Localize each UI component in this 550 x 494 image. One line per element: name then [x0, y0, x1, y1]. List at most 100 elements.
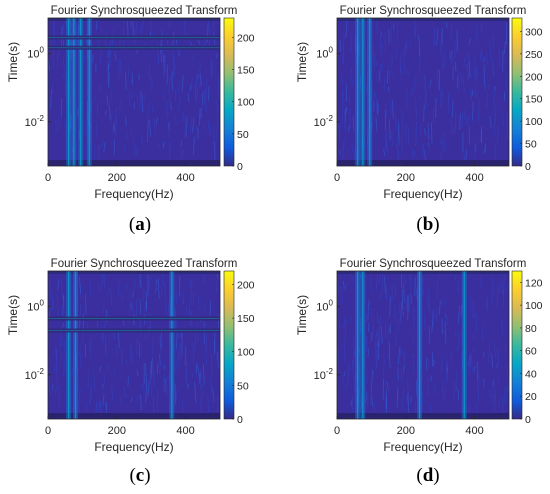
heatmap-texture	[121, 294, 124, 302]
heatmap-texture	[181, 299, 184, 305]
heatmap-texture	[489, 116, 492, 128]
heatmap-texture	[185, 362, 188, 372]
heatmap-texture	[193, 136, 195, 155]
heatmap-texture	[210, 378, 213, 392]
x-tick-label: 200	[108, 172, 126, 184]
heatmap-texture	[441, 87, 444, 105]
heatmap-texture	[412, 334, 415, 345]
heatmap-texture	[368, 300, 371, 305]
heatmap-texture	[347, 124, 350, 133]
heatmap-texture	[453, 125, 455, 135]
heatmap-texture	[158, 143, 161, 149]
heatmap-texture	[142, 288, 145, 302]
heatmap-texture	[412, 354, 415, 360]
heatmap-texture	[344, 119, 346, 129]
heatmap-texture	[136, 95, 139, 102]
heatmap-top-strip	[337, 18, 509, 21]
colorbar-tick-label: 200	[237, 32, 255, 44]
heatmap-texture	[409, 39, 412, 46]
heatmap-texture	[339, 117, 341, 131]
heatmap-texture	[97, 144, 99, 163]
heatmap-texture	[375, 273, 379, 292]
heatmap-texture	[49, 281, 51, 299]
heatmap-texture	[125, 283, 128, 292]
heatmap-texture	[124, 71, 127, 90]
heatmap-texture	[450, 22, 453, 40]
heatmap-texture	[104, 343, 107, 358]
heatmap-texture	[471, 89, 474, 97]
heatmap-texture	[141, 384, 144, 391]
heatmap-texture	[55, 349, 58, 370]
heatmap-texture	[108, 71, 110, 88]
heatmap-texture	[473, 66, 476, 80]
heatmap-texture	[169, 297, 172, 317]
heatmap-texture	[395, 113, 397, 129]
heatmap-texture	[187, 92, 190, 103]
heatmap-texture	[139, 273, 142, 289]
x-tick-label: 0	[334, 425, 340, 437]
heatmap-texture	[396, 20, 399, 43]
heatmap-texture	[217, 352, 219, 369]
axes-box	[336, 17, 510, 167]
heatmap-texture	[213, 124, 215, 146]
heatmap-texture	[101, 383, 104, 389]
y-tick-label: 10-2	[314, 367, 334, 382]
heatmap-texture	[379, 290, 382, 301]
chart-title: Fourier Synchrosqueezed Transform	[51, 5, 238, 17]
heatmap-texture	[496, 125, 499, 144]
heatmap-texture	[161, 140, 164, 147]
heatmap-texture	[64, 71, 67, 81]
heatmap-texture	[395, 48, 398, 59]
heatmap-texture	[366, 395, 369, 407]
heatmap-texture	[373, 102, 375, 113]
heatmap-texture	[160, 337, 163, 345]
heatmap-bottom-strip	[48, 160, 220, 166]
heatmap-texture	[82, 88, 85, 99]
heatmap-texture	[378, 272, 381, 283]
heatmap-texture	[117, 281, 120, 297]
axes-box	[47, 270, 221, 420]
heatmap-texture	[52, 294, 54, 309]
colorbar-tick-label: 0	[237, 161, 243, 173]
heatmap-texture	[216, 53, 218, 59]
heatmap-texture	[62, 323, 65, 328]
heatmap-texture	[443, 131, 446, 152]
heatmap-texture	[133, 138, 136, 155]
heatmap-texture	[110, 88, 113, 98]
heatmap-texture	[184, 20, 186, 39]
heatmap-texture	[414, 141, 417, 147]
heatmap-texture	[347, 149, 350, 154]
heatmap	[337, 271, 509, 419]
heatmap-top-strip	[337, 271, 509, 274]
colorbar-tick-label: 120	[525, 277, 543, 289]
heatmap-texture	[187, 383, 190, 390]
heatmap-texture	[395, 338, 397, 346]
heatmap-texture	[466, 63, 469, 80]
heatmap-texture	[98, 283, 100, 292]
heatmap-texture	[480, 48, 483, 63]
heatmap-texture	[497, 347, 499, 364]
heatmap-texture	[57, 279, 60, 290]
heatmap-texture	[131, 72, 134, 86]
heatmap-texture	[202, 124, 205, 130]
heatmap-texture	[143, 93, 146, 100]
heatmap-texture	[402, 364, 405, 374]
heatmap-texture	[155, 279, 158, 286]
x-tick-label: 0	[45, 172, 51, 184]
heatmap-texture	[373, 402, 375, 414]
colorbar	[223, 17, 235, 167]
heatmap-texture	[463, 147, 466, 161]
heatmap-texture	[152, 396, 155, 413]
heatmap-texture	[370, 396, 372, 404]
heatmap-texture	[446, 318, 448, 325]
heatmap-texture	[218, 74, 220, 97]
heatmap-texture	[136, 337, 138, 355]
heatmap-texture	[478, 376, 481, 384]
heatmap-texture	[423, 128, 427, 136]
heatmap-texture	[352, 115, 355, 132]
colorbar-tick-label: 20	[525, 391, 537, 403]
heatmap-texture	[128, 289, 131, 301]
heatmap-texture	[192, 117, 195, 133]
heatmap-texture	[125, 393, 127, 398]
colorbar-tick-label: 50	[237, 129, 249, 141]
